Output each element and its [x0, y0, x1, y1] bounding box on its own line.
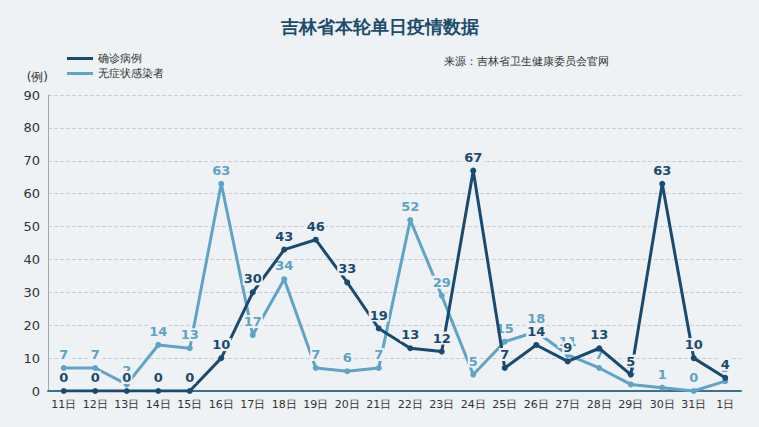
svg-text:50: 50 — [23, 219, 40, 234]
svg-text:43: 43 — [275, 229, 293, 244]
svg-text:14: 14 — [149, 324, 167, 339]
svg-text:18: 18 — [527, 310, 546, 326]
svg-text:22日: 22日 — [398, 398, 423, 411]
svg-text:34: 34 — [275, 258, 294, 274]
svg-text:19日: 19日 — [303, 398, 328, 411]
svg-text:19: 19 — [370, 308, 388, 323]
svg-text:18日: 18日 — [272, 398, 297, 411]
svg-text:23日: 23日 — [429, 398, 454, 411]
svg-text:确诊病例: 确诊病例 — [97, 52, 142, 65]
svg-text:14: 14 — [527, 324, 545, 339]
svg-text:29日: 29日 — [618, 398, 643, 411]
svg-text:30: 30 — [244, 271, 262, 286]
svg-text:20日: 20日 — [335, 398, 360, 411]
svg-text:24日: 24日 — [461, 398, 486, 411]
svg-text:60: 60 — [23, 186, 40, 201]
svg-text:27日: 27日 — [555, 398, 580, 411]
svg-text:0: 0 — [59, 370, 68, 385]
svg-text:10: 10 — [23, 351, 40, 366]
svg-text:33: 33 — [338, 261, 356, 276]
svg-text:10: 10 — [212, 337, 230, 352]
svg-text:0: 0 — [689, 370, 698, 385]
svg-text:13: 13 — [590, 327, 608, 342]
svg-text:25日: 25日 — [492, 398, 517, 411]
svg-text:31日: 31日 — [681, 398, 706, 411]
svg-text:(例): (例) — [27, 70, 48, 84]
svg-text:12: 12 — [433, 331, 451, 346]
svg-text:0: 0 — [32, 384, 40, 399]
svg-text:26日: 26日 — [524, 398, 549, 411]
svg-text:20: 20 — [23, 318, 40, 333]
svg-text:7: 7 — [59, 347, 68, 362]
svg-text:40: 40 — [23, 252, 40, 267]
svg-text:7: 7 — [594, 347, 604, 362]
svg-text:0: 0 — [185, 370, 194, 385]
svg-text:10: 10 — [685, 337, 703, 352]
svg-text:90: 90 — [23, 88, 40, 103]
svg-text:5: 5 — [469, 354, 478, 369]
svg-text:11日: 11日 — [51, 398, 76, 411]
svg-text:12日: 12日 — [83, 398, 108, 411]
svg-text:16日: 16日 — [209, 398, 234, 411]
svg-text:1日: 1日 — [716, 398, 734, 411]
svg-text:52: 52 — [401, 199, 419, 214]
svg-text:0: 0 — [91, 370, 100, 385]
svg-text:7: 7 — [374, 347, 383, 362]
svg-text:63: 63 — [653, 163, 671, 178]
svg-text:14日: 14日 — [146, 398, 171, 411]
svg-text:0: 0 — [122, 370, 131, 385]
svg-text:7: 7 — [311, 347, 320, 362]
svg-text:67: 67 — [464, 150, 482, 165]
svg-text:30日: 30日 — [650, 398, 675, 411]
svg-text:1: 1 — [658, 367, 667, 382]
svg-text:15: 15 — [495, 320, 514, 336]
svg-text:29: 29 — [433, 275, 451, 290]
svg-text:5: 5 — [626, 354, 635, 369]
svg-text:63: 63 — [212, 163, 230, 178]
svg-text:无症状感染者: 无症状感染者 — [98, 67, 164, 80]
svg-text:21日: 21日 — [366, 398, 391, 411]
svg-text:17: 17 — [244, 314, 262, 329]
svg-text:13: 13 — [401, 327, 419, 342]
svg-text:80: 80 — [23, 120, 40, 135]
svg-text:13日: 13日 — [114, 398, 139, 411]
svg-text:70: 70 — [23, 153, 40, 168]
svg-text:7: 7 — [500, 347, 509, 362]
svg-text:6: 6 — [343, 350, 352, 365]
svg-text:17日: 17日 — [240, 398, 265, 411]
svg-text:11: 11 — [558, 333, 577, 349]
svg-text:30: 30 — [23, 285, 40, 300]
svg-text:46: 46 — [307, 219, 325, 234]
svg-text:来源：吉林省卫生健康委员会官网: 来源：吉林省卫生健康委员会官网 — [444, 55, 609, 68]
svg-text:7: 7 — [91, 347, 100, 362]
svg-text:吉林省本轮单日疫情数据: 吉林省本轮单日疫情数据 — [280, 16, 479, 37]
svg-text:28日: 28日 — [587, 398, 612, 411]
svg-text:0: 0 — [154, 370, 163, 385]
svg-text:15日: 15日 — [177, 398, 202, 411]
svg-text:13: 13 — [181, 327, 199, 342]
svg-text:4: 4 — [721, 357, 730, 372]
svg-text:9: 9 — [563, 340, 572, 355]
